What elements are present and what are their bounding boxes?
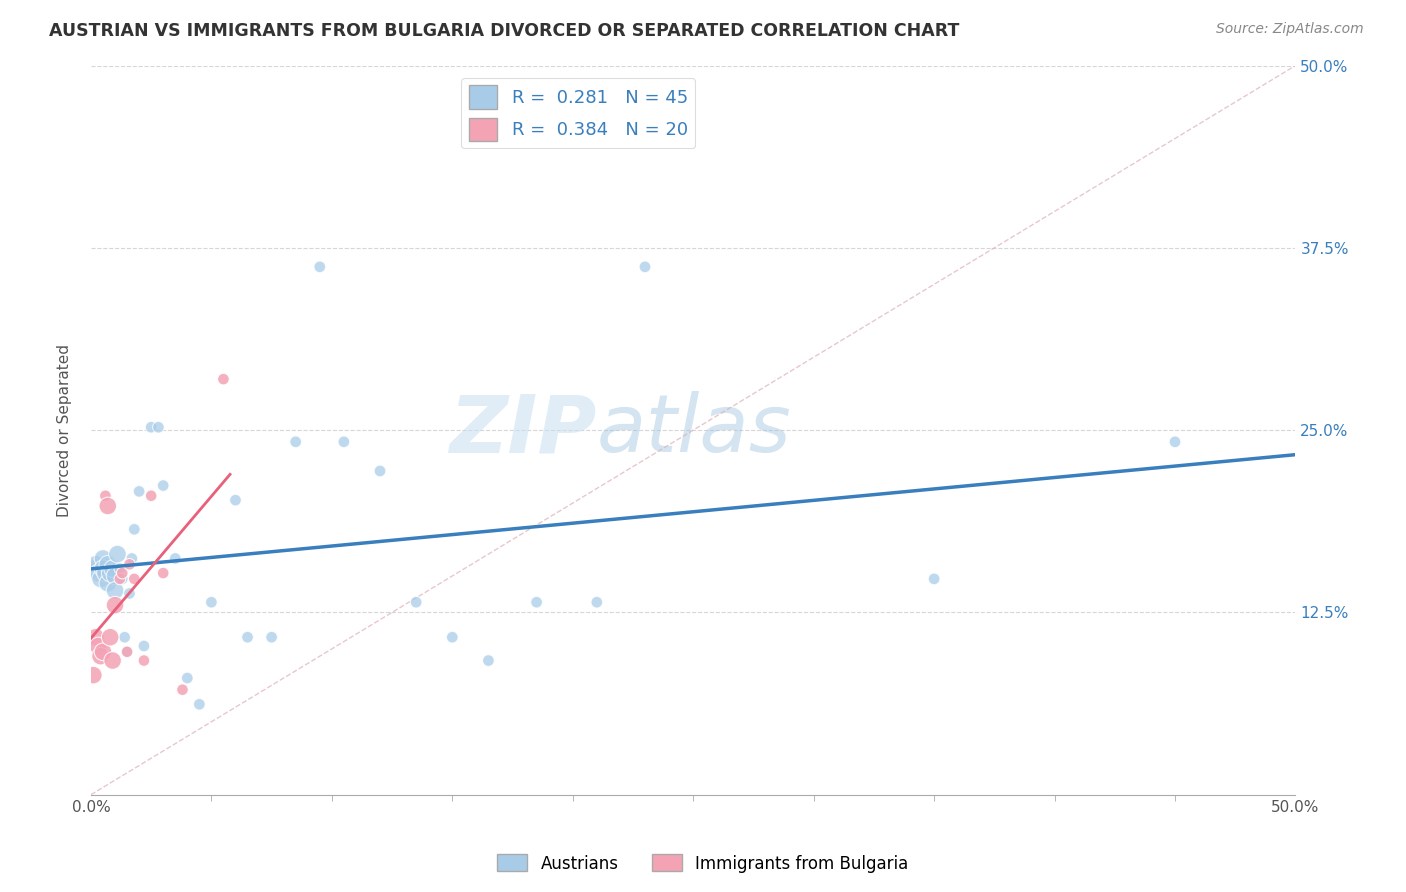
Point: [165, 551, 187, 566]
Y-axis label: Divorced or Separated: Divorced or Separated: [58, 343, 72, 516]
Point: [188, 698, 211, 712]
Point: [97, 558, 120, 572]
Point: [114, 630, 136, 644]
Point: [97, 499, 120, 513]
Point: [82, 562, 104, 576]
Point: [115, 645, 138, 659]
Point: [108, 562, 131, 576]
Point: [152, 566, 174, 580]
Point: [477, 654, 499, 668]
Point: [152, 478, 174, 492]
Text: ZIP: ZIP: [450, 392, 596, 469]
Point: [90, 649, 112, 664]
Point: [111, 566, 134, 580]
Point: [84, 558, 107, 572]
Point: [104, 569, 127, 583]
Point: [82, 668, 104, 682]
Point: [98, 566, 121, 580]
Point: [101, 562, 124, 576]
Point: [141, 489, 163, 503]
Point: [94, 566, 117, 580]
Point: [308, 260, 330, 274]
Point: [91, 551, 114, 566]
Point: [212, 372, 235, 386]
Point: [91, 645, 114, 659]
Point: [124, 572, 146, 586]
Point: [176, 671, 198, 685]
Point: [118, 586, 141, 600]
Point: [97, 576, 120, 591]
Point: [84, 630, 107, 644]
Text: AUSTRIAN VS IMMIGRANTS FROM BULGARIA DIVORCED OR SEPARATED CORRELATION CHART: AUSTRIAN VS IMMIGRANTS FROM BULGARIA DIV…: [49, 22, 959, 40]
Point: [87, 639, 110, 653]
Point: [91, 562, 114, 576]
Point: [141, 420, 163, 434]
Point: [94, 489, 117, 503]
Point: [111, 572, 134, 586]
Point: [124, 522, 146, 536]
Legend: R =  0.281   N = 45, R =  0.384   N = 20: R = 0.281 N = 45, R = 0.384 N = 20: [461, 78, 696, 148]
Point: [441, 630, 464, 644]
Point: [526, 595, 548, 609]
Point: [132, 639, 155, 653]
Point: [172, 682, 194, 697]
Point: [107, 547, 129, 561]
Legend: Austrians, Immigrants from Bulgaria: Austrians, Immigrants from Bulgaria: [491, 847, 915, 880]
Point: [200, 595, 222, 609]
Point: [634, 260, 657, 274]
Point: [368, 464, 391, 478]
Point: [90, 572, 112, 586]
Point: [118, 558, 141, 572]
Point: [284, 434, 307, 449]
Point: [87, 566, 110, 580]
Point: [104, 583, 127, 598]
Point: [101, 654, 124, 668]
Point: [98, 630, 121, 644]
Point: [115, 645, 138, 659]
Point: [260, 630, 283, 644]
Point: [1164, 434, 1187, 449]
Point: [132, 654, 155, 668]
Text: Source: ZipAtlas.com: Source: ZipAtlas.com: [1216, 22, 1364, 37]
Point: [128, 484, 150, 499]
Point: [405, 595, 427, 609]
Point: [333, 434, 356, 449]
Text: atlas: atlas: [596, 392, 792, 469]
Point: [121, 551, 143, 566]
Point: [236, 630, 259, 644]
Point: [104, 598, 127, 612]
Point: [108, 572, 131, 586]
Point: [922, 572, 945, 586]
Point: [224, 493, 246, 508]
Point: [148, 420, 170, 434]
Point: [585, 595, 607, 609]
